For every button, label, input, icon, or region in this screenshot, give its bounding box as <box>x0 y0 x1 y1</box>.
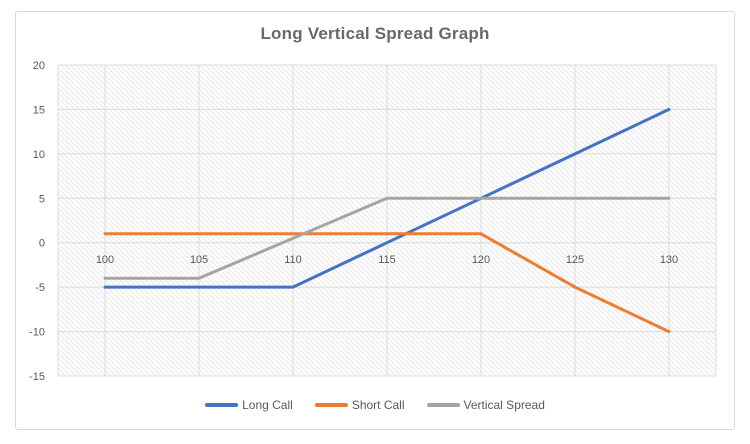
y-axis-tick-label: -5 <box>35 282 45 294</box>
legend-swatch-vertical-spread <box>426 403 460 407</box>
y-axis-tick-label: 20 <box>33 60 45 72</box>
y-axis-labels: 20 15 10 5 0 -5 -10 -15 <box>29 60 45 383</box>
legend-item-vertical-spread: Vertical Spread <box>426 398 545 412</box>
x-axis-tick-label: 120 <box>472 254 490 266</box>
series-line-short-call <box>103 232 671 334</box>
x-axis-tick-label: 130 <box>660 254 678 266</box>
chart-legend: Long Call Short Call Vertical Spread <box>0 396 750 414</box>
x-axis-labels: 100 105 110 115 120 125 130 <box>96 254 678 266</box>
legend-label: Short Call <box>351 398 405 412</box>
legend-label: Vertical Spread <box>463 398 545 412</box>
y-axis-tick-label: 15 <box>33 104 45 116</box>
x-axis-tick-label: 110 <box>284 254 302 266</box>
x-axis-tick-label: 105 <box>190 254 208 266</box>
legend-item-long-call: Long Call <box>205 398 293 412</box>
legend-swatch-short-call <box>314 403 348 407</box>
legend-label: Long Call <box>242 398 293 412</box>
chart-title: Long Vertical Spread Graph <box>260 24 490 43</box>
vertical-gridlines <box>57 65 717 376</box>
y-axis-tick-label: -10 <box>29 327 45 339</box>
y-axis-tick-label: 0 <box>39 238 45 250</box>
x-axis-tick-label: 115 <box>378 254 396 266</box>
y-axis-tick-label: 10 <box>33 149 45 161</box>
x-axis-tick-label: 125 <box>566 254 584 266</box>
y-axis-tick-label: 5 <box>39 193 45 205</box>
legend-swatch-long-call <box>205 403 239 407</box>
y-axis-tick-label: -15 <box>29 371 45 383</box>
series-line-vertical-spread <box>103 196 671 280</box>
x-axis-tick-label: 100 <box>96 254 114 266</box>
series-line-long-call <box>103 107 671 289</box>
legend-item-short-call: Short Call <box>314 398 405 412</box>
